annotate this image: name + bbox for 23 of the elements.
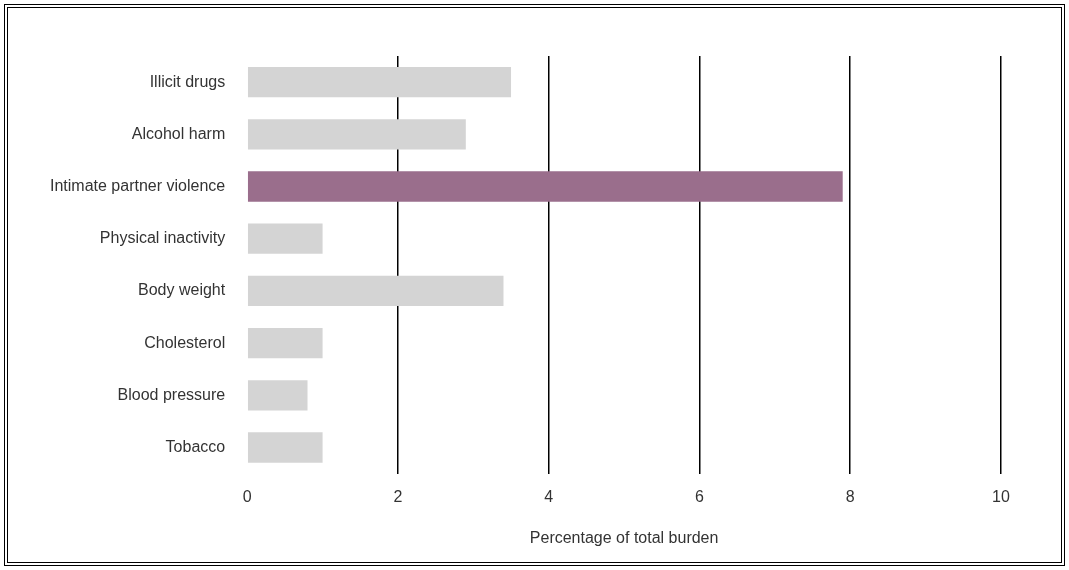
x-tick-label: 4: [544, 487, 554, 505]
bar: [247, 380, 308, 411]
bar: [247, 223, 323, 254]
x-tick-label: 10: [992, 487, 1010, 505]
x-tick-label: 6: [695, 487, 705, 505]
y-tick-label: Cholesterol: [144, 333, 226, 351]
x-tick-label: 8: [845, 487, 855, 505]
y-tick-label: Alcohol harm: [131, 124, 226, 142]
x-tick-label: 0: [242, 487, 252, 505]
y-tick-label: Blood pressure: [117, 385, 226, 403]
bar: [247, 171, 843, 202]
x-tick-label: 2: [393, 487, 403, 505]
bar: [247, 327, 323, 359]
bar: [247, 275, 504, 307]
bar: [247, 432, 323, 463]
y-tick-label: Intimate partner violence: [50, 176, 226, 194]
x-axis-title: Percentage of total burden: [529, 528, 719, 546]
y-tick-label: Body weight: [138, 281, 226, 299]
y-tick-label: Physical inactivity: [99, 229, 226, 247]
bar: [247, 66, 512, 98]
y-tick-label: Tobacco: [165, 437, 226, 455]
bar: [247, 119, 466, 150]
y-tick-label: Illicit drugs: [149, 72, 226, 90]
